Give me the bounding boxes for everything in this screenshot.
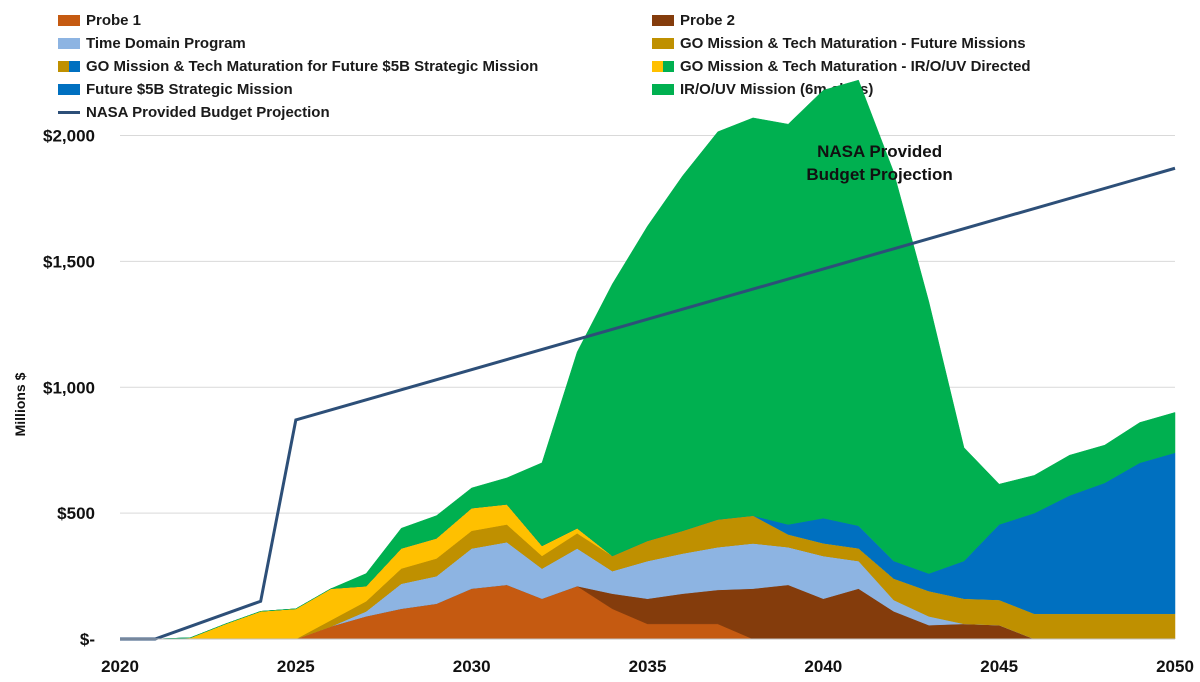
y-tick-label: $-: [80, 630, 95, 649]
axes: 2020 2025 2030 2035 2040 2045 2050 $- $500 $1,000…: [12, 127, 1194, 676]
legend-label: Probe 2: [680, 11, 736, 29]
legend-item-probe-2: Probe 2: [652, 9, 735, 31]
legend-label: GO Mission & Tech Maturation for Future …: [86, 57, 539, 75]
legend-item-future-5b: Future $5B Strategic Mission: [58, 78, 293, 100]
legend-swatch: [652, 83, 674, 95]
legend-swatch: [652, 37, 674, 49]
legend-swatch: [58, 14, 80, 26]
x-tick-label: 2020: [101, 657, 139, 676]
legend-label: GO Mission & Tech Maturation - IR/O/UV D…: [680, 57, 1031, 75]
legend-swatch: [58, 60, 80, 72]
legend-item-time-domain: Time Domain Program: [58, 32, 246, 54]
legend-label: Future $5B Strategic Mission: [86, 80, 293, 98]
x-tick-label: 2050: [1156, 657, 1194, 676]
annotation-line-1: NASA Provided: [817, 142, 942, 161]
legend-label: Time Domain Program: [86, 34, 246, 52]
legend-swatch: [58, 37, 80, 49]
x-tick-label: 2025: [277, 657, 315, 676]
x-tick-label: 2040: [804, 657, 842, 676]
legend-swatch: [58, 110, 80, 114]
annotation: NASA Provided Budget Projection: [806, 142, 952, 184]
annotation-line-2: Budget Projection: [806, 165, 952, 184]
x-tick-label: 2045: [980, 657, 1018, 676]
y-tick-label: $1,000: [43, 378, 95, 397]
legend-item-go-future: GO Mission & Tech Maturation - Future Mi…: [652, 32, 1026, 54]
legend-swatch: [652, 14, 674, 26]
legend-item-probe-1: Probe 1: [58, 9, 141, 31]
y-tick-label: $2,000: [43, 127, 95, 146]
legend-label: NASA Provided Budget Projection: [86, 103, 330, 121]
legend-label: GO Mission & Tech Maturation - Future Mi…: [680, 34, 1026, 52]
area-ir-o-uv-mission-6m-class: [120, 79, 1176, 640]
y-axis-label: Millions $: [12, 372, 28, 436]
legend-item-go-iouv: GO Mission & Tech Maturation - IR/O/UV D…: [652, 55, 1031, 77]
x-tick-label: 2035: [629, 657, 667, 676]
legend-item-budget-projection: NASA Provided Budget Projection: [58, 101, 330, 123]
stacked-areas: [120, 79, 1176, 640]
x-tick-label: 2030: [453, 657, 491, 676]
legend-swatch: [58, 83, 80, 95]
legend-item-go-5b: GO Mission & Tech Maturation for Future …: [58, 55, 538, 77]
y-tick-label: $500: [57, 504, 95, 523]
legend-swatch: [652, 60, 674, 72]
legend-label: Probe 1: [86, 11, 142, 29]
y-tick-label: $1,500: [43, 252, 95, 271]
chart-legend: Probe 1 Time Domain Program GO Mission &…: [0, 0, 1200, 125]
